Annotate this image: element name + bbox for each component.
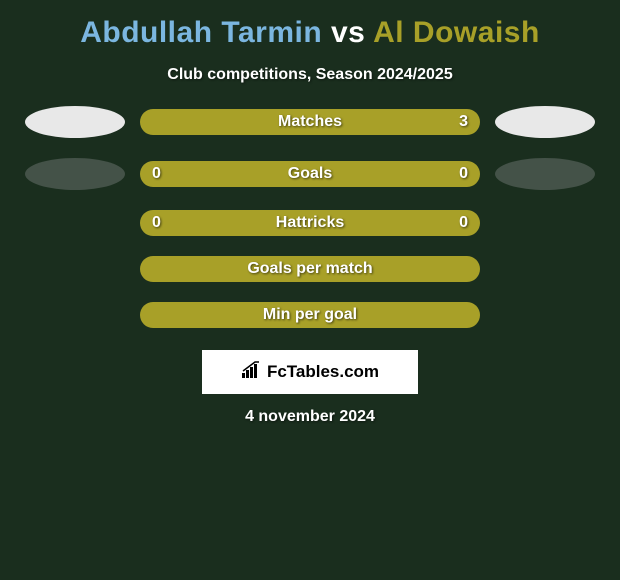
player2-placeholder-icon: [495, 158, 595, 190]
stat-row: 0 Hattricks 0: [25, 210, 595, 236]
logo-text: FcTables.com: [267, 362, 379, 382]
stat-label: Matches: [278, 113, 342, 131]
player2-name: Al Dowaish: [373, 16, 540, 49]
stat-bar: 0 Goals 0: [140, 161, 480, 187]
subtitle: Club competitions, Season 2024/2025: [167, 66, 452, 84]
stat-bar: Matches 3: [140, 109, 480, 135]
stat-label: Hattricks: [276, 214, 344, 232]
stat-rows-container: Matches 3 0 Goals 0 0 Hattricks 0 Goals per matc…: [25, 106, 595, 348]
stat-right-value: 0: [459, 214, 468, 232]
barchart-icon: [241, 361, 263, 384]
logo-box: FcTables.com: [202, 350, 418, 394]
stat-label: Goals per match: [247, 260, 372, 278]
stat-row: 0 Goals 0: [25, 158, 595, 190]
player1-placeholder-icon: [25, 158, 125, 190]
vs-separator: vs: [322, 16, 373, 49]
page-title: Abdullah Tarmin vs Al Dowaish: [80, 16, 540, 50]
stat-bar: 0 Hattricks 0: [140, 210, 480, 236]
stat-right-value: 0: [459, 165, 468, 183]
stat-bar: Goals per match: [140, 256, 480, 282]
stat-label: Goals: [288, 165, 332, 183]
stat-right-value: 3: [459, 113, 468, 131]
player2-placeholder-icon: [495, 106, 595, 138]
player1-name: Abdullah Tarmin: [80, 16, 322, 49]
stat-row: Min per goal: [25, 302, 595, 328]
stat-left-value: 0: [152, 214, 161, 232]
logo: FcTables.com: [241, 361, 379, 384]
comparison-infographic: Abdullah Tarmin vs Al Dowaish Club compe…: [0, 0, 620, 436]
stat-row: Matches 3: [25, 106, 595, 138]
stat-bar: Min per goal: [140, 302, 480, 328]
date-label: 4 november 2024: [245, 408, 375, 426]
stat-left-value: 0: [152, 165, 161, 183]
stat-row: Goals per match: [25, 256, 595, 282]
player1-placeholder-icon: [25, 106, 125, 138]
stat-label: Min per goal: [263, 306, 357, 324]
